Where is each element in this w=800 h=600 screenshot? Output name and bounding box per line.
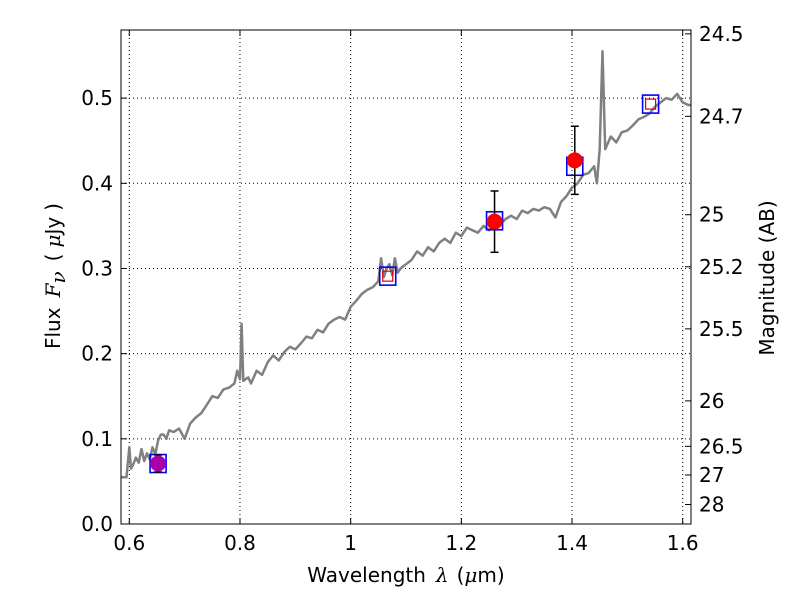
y2-tick-label: 24.5 — [699, 22, 744, 46]
observed-point — [566, 152, 583, 169]
model-square-inner-marker — [645, 98, 657, 110]
x-tick-label: 1.4 — [556, 531, 588, 555]
axes-frame — [120, 29, 692, 525]
x-tick-label: 1.2 — [445, 531, 477, 555]
y2-tick-label: 26 — [699, 389, 724, 413]
y2-tick-label: 25.2 — [699, 255, 744, 279]
model-square-marker — [641, 94, 660, 114]
spectrum-line — [121, 50, 691, 479]
plot-area — [121, 50, 691, 479]
x-tick-label: 0.8 — [224, 531, 256, 555]
model-square-inner-marker — [382, 270, 394, 282]
y2-tick-label: 25 — [699, 203, 724, 227]
y-tick-label: 0.3 — [81, 256, 113, 280]
y-tick-label: 0.0 — [81, 512, 113, 536]
y-tick-label: 0.5 — [81, 86, 113, 110]
model-square-marker — [378, 266, 397, 286]
y-tick-label: 0.4 — [81, 171, 113, 195]
x-tick-label: 1.6 — [667, 531, 699, 555]
axis-ticks: 0.6 0.8 1 1.2 1.4 1.6 0.0 0.1 0.2 0.3 0.4 0.5 24.5 24… — [81, 22, 743, 555]
x-tick-label: 0.6 — [113, 531, 145, 555]
y2-tick-label: 27 — [699, 463, 724, 487]
grid-lines — [121, 30, 691, 525]
observed-point — [150, 455, 167, 472]
y2-tick-label: 26.5 — [699, 434, 744, 458]
x-tick-label: 1 — [344, 531, 357, 555]
y-tick-label: 0.1 — [81, 427, 113, 451]
y-axis-label: FluxFν(μJy) — [41, 203, 70, 349]
y2-tick-label: 24.7 — [699, 104, 744, 128]
y2-axis-label: Magnitude (AB) — [755, 200, 779, 355]
y2-tick-label: 28 — [699, 492, 724, 516]
x-axis-label: Wavelength λ (μm) — [307, 563, 504, 587]
y-tick-label: 0.2 — [81, 342, 113, 366]
y2-tick-label: 25.5 — [699, 317, 744, 341]
observed-point — [486, 213, 503, 230]
